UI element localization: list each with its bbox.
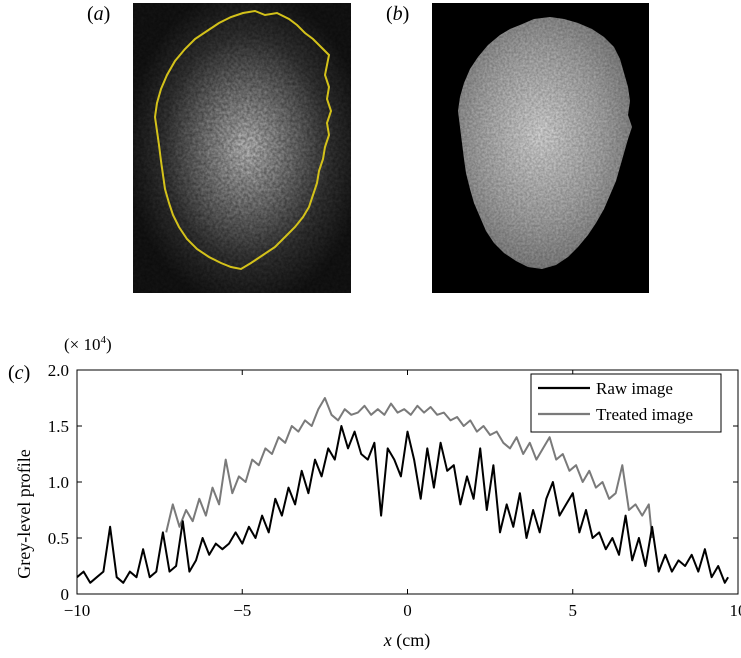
x-axis-label: x (cm) — [383, 630, 430, 651]
x-tick-label: 5 — [569, 601, 578, 620]
legend: Raw image Treated image — [530, 373, 722, 433]
x-tick-label: −5 — [233, 601, 251, 620]
y-tick-label: 1.0 — [48, 473, 69, 492]
boundary-outline — [153, 9, 333, 271]
treated-blob — [458, 17, 632, 269]
x-tick-label: 0 — [403, 601, 412, 620]
y-tick-label: 0 — [61, 585, 70, 604]
legend-box — [530, 373, 722, 433]
y-tick-label: 0.5 — [48, 529, 69, 548]
y-axis-label: Grey-level profile — [14, 449, 34, 578]
speckle-image-treated — [432, 3, 649, 293]
speckle-image-treated-svg — [458, 17, 632, 269]
panel-a-label: (a) — [87, 3, 111, 25]
legend-label-treated: Treated image — [596, 405, 693, 424]
series-lines — [76, 397, 729, 584]
speckle-noise — [133, 3, 351, 293]
y-tick-label: 2.0 — [48, 361, 69, 380]
speckle-image-raw — [133, 3, 351, 293]
plot-frame — [76, 369, 739, 595]
panel-b-label: (b) — [386, 3, 410, 25]
y-multiplier: (× 104) — [64, 334, 112, 354]
panel-c-label: (c) — [8, 362, 31, 384]
y-tick-label: 1.5 — [48, 417, 69, 436]
treated-image-line — [165, 397, 654, 539]
legend-label-raw: Raw image — [596, 379, 673, 398]
grey-level-profile-chart: (× 104) Grey-level profile x (cm) −10 −5 0… — [14, 334, 741, 651]
speckle-image-raw-svg — [133, 3, 351, 293]
raw-image-line — [76, 425, 729, 584]
x-tick-label: 10 — [730, 601, 741, 620]
x-tick-label: −10 — [64, 601, 91, 620]
